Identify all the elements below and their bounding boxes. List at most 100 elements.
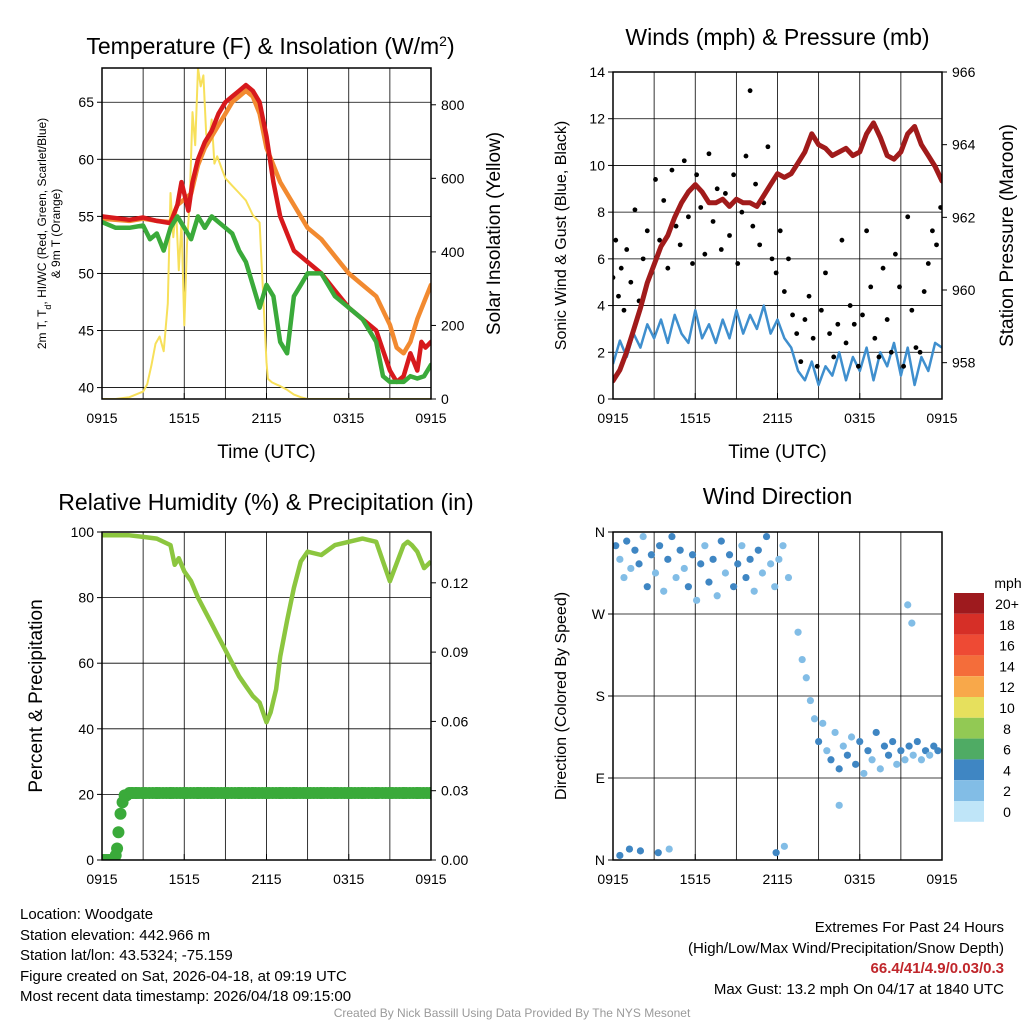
temperature-series-group (102, 68, 431, 399)
winds-x-label: Time (UTC) (728, 442, 827, 463)
gust-point (653, 177, 658, 182)
gust-point (901, 363, 907, 369)
gust-point (897, 284, 902, 290)
direction-plot-border (612, 531, 943, 861)
gust-point (718, 247, 724, 252)
direction-point (643, 583, 651, 591)
gust-point (794, 331, 800, 336)
humidity-series-group (102, 533, 431, 860)
winds-y2-label: Station Pressure (Maroon) (997, 124, 1018, 347)
temperature-y2-tick-label: 600 (441, 170, 465, 186)
direction-point (784, 573, 793, 582)
winds-y2-tick-label: 958 (952, 355, 976, 371)
humidity-y2-tick-label: 0.12 (441, 575, 468, 591)
precip-point (111, 842, 124, 855)
direction-point (771, 583, 779, 591)
temperature-plot-border (101, 67, 432, 400)
gust-point (621, 307, 627, 313)
direction-point (636, 847, 645, 855)
temperature-y2-tick-label: 200 (441, 317, 465, 333)
direction-point (721, 569, 730, 577)
winds-y2-tick-label: 966 (952, 64, 976, 80)
direction-point (750, 587, 758, 595)
direction-point (884, 751, 893, 759)
gust-point (710, 219, 716, 224)
direction-point (926, 751, 934, 759)
temperature-y-tick-label: 55 (78, 208, 94, 224)
temperature-x-tick-label: 0915 (86, 410, 117, 426)
direction-point (767, 560, 775, 568)
gust-point (769, 256, 775, 262)
direction-point (904, 601, 912, 609)
direction-point (688, 551, 697, 559)
direction-point (772, 849, 780, 857)
direction-point (827, 756, 835, 764)
direction-x-tick-label: 0915 (597, 871, 628, 887)
direction-series-group (613, 532, 942, 860)
gust-point (864, 228, 870, 234)
gust-point (843, 340, 849, 346)
precip-point (112, 826, 125, 839)
direction-point (889, 737, 897, 746)
direction-y-tick-label: N (595, 524, 605, 540)
gust-point (798, 359, 804, 365)
winds-y-label: Sonic Wind & Gust (Blue, Black) (553, 121, 570, 350)
winds-y2-tick-label: 960 (952, 282, 976, 298)
direction-point (631, 546, 639, 554)
direction-point (823, 747, 831, 755)
winds-x-tick-label: 0315 (844, 410, 875, 426)
winds-x-tick-label: 0915 (597, 410, 628, 426)
humidity-plot-border (101, 531, 432, 861)
direction-point (810, 715, 819, 723)
temperature-title: Temperature (F) & Insolation (W/m2) (86, 33, 454, 59)
direction-point (668, 532, 676, 541)
direction-y-tick-label: E (596, 770, 605, 786)
direction-point (831, 728, 839, 737)
gust-point (930, 228, 935, 234)
direction-point (798, 655, 806, 664)
temperature-y-tick-label: 60 (78, 151, 94, 167)
direction-point (843, 751, 852, 759)
winds-plot-border (612, 71, 943, 400)
extremes-title: Extremes For Past 24 Hours (814, 919, 1004, 936)
direction-point (635, 560, 643, 568)
gust-point (773, 270, 779, 276)
direction-point (684, 583, 692, 591)
legend-swatch (954, 801, 984, 822)
direction-point (701, 542, 709, 550)
humidity-x-tick-label: 0315 (333, 871, 364, 887)
winds-y-tick-label: 4 (597, 298, 605, 314)
gust-point (938, 205, 942, 210)
legend-title: mph (994, 575, 1021, 591)
precip-point (114, 807, 127, 820)
direction-point (717, 537, 725, 545)
humidity-y2-tick-label: 0.06 (441, 713, 468, 729)
gust-point (735, 261, 741, 266)
humidity-y-tick-label: 0 (86, 852, 94, 868)
direction-point (616, 851, 624, 860)
winds-title: Winds (mph) & Pressure (mb) (625, 24, 929, 50)
legend-swatch (954, 634, 984, 656)
humidity-x-tick-label: 0915 (86, 871, 117, 887)
pressure-line (613, 120, 942, 384)
winds-y-tick-label: 8 (597, 204, 605, 220)
temperature-y-tick-label: 40 (78, 380, 94, 396)
gust-point (892, 251, 898, 257)
direction-title: Wind Direction (703, 483, 853, 509)
legend-label: 18 (999, 617, 1015, 633)
direction-point (868, 756, 876, 764)
series-temp9m_orange (102, 88, 431, 356)
winds-y-tick-label: 14 (589, 64, 605, 80)
direction-point (651, 569, 660, 577)
sonic-wind-line (613, 304, 942, 387)
direction-point (806, 696, 815, 705)
humidity-y-tick-label: 100 (71, 524, 95, 540)
humidity-y-tick-label: 40 (78, 721, 94, 737)
temperature-x-tick-label: 2115 (251, 410, 281, 426)
humidity-x-tick-label: 1515 (169, 871, 200, 887)
humidity-y2-tick-label: 0.03 (441, 783, 468, 799)
gust-point (814, 363, 820, 369)
direction-point (697, 560, 705, 568)
gust-point (727, 233, 732, 238)
gust-point (644, 228, 650, 234)
